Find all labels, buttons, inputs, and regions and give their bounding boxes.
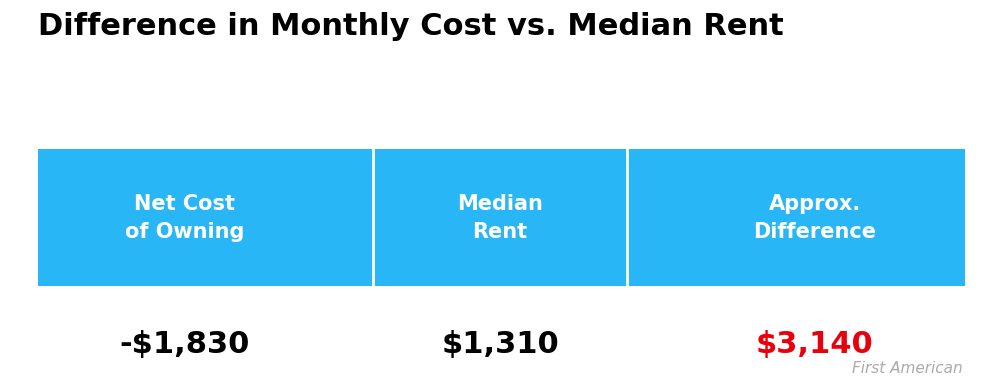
Text: Median
Rent: Median Rent xyxy=(457,194,543,241)
Text: -$1,830: -$1,830 xyxy=(120,330,250,359)
Text: First American: First American xyxy=(852,361,963,376)
Text: Difference in Monthly Cost vs. Median Rent: Difference in Monthly Cost vs. Median Re… xyxy=(38,12,784,41)
Text: Approx.
Difference: Approx. Difference xyxy=(754,194,876,241)
Text: $1,310: $1,310 xyxy=(441,330,559,359)
Text: $3,140: $3,140 xyxy=(756,330,874,359)
FancyBboxPatch shape xyxy=(38,149,965,286)
Text: Net Cost
of Owning: Net Cost of Owning xyxy=(125,194,245,241)
